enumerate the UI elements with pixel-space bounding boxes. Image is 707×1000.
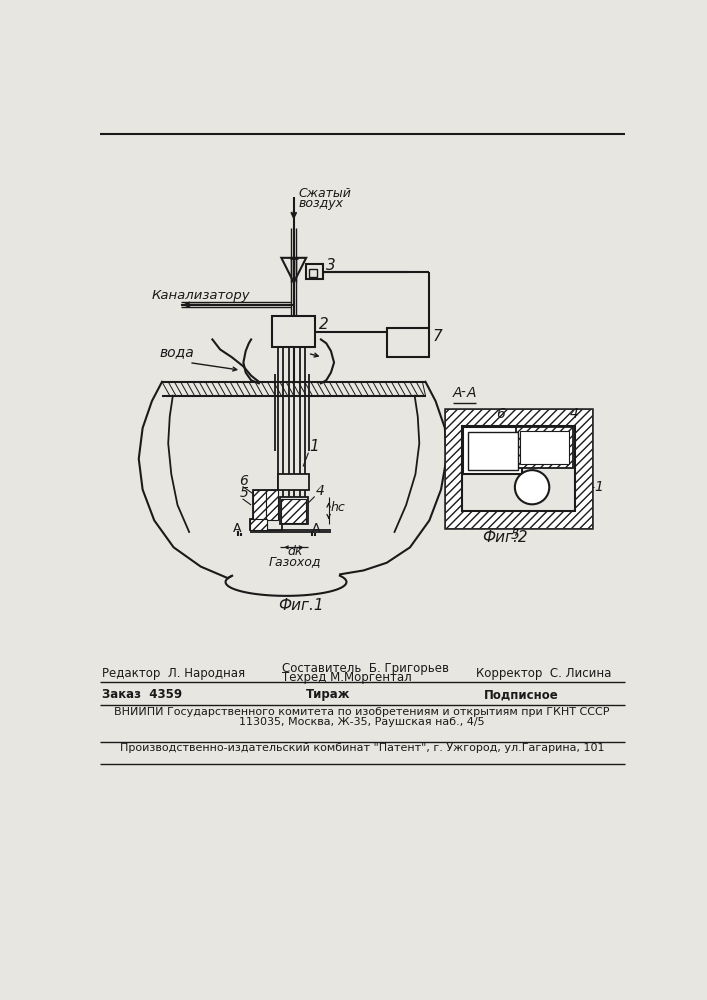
Bar: [250, 519, 267, 530]
Bar: [281, 499, 306, 523]
Text: 1: 1: [309, 439, 319, 454]
Bar: [279, 474, 309, 490]
Text: Тираж: Тираж: [305, 688, 350, 701]
Text: Фиг.2: Фиг.2: [481, 530, 527, 545]
Text: 113035, Москва, Ж-35, Раушская наб., 4/5: 113035, Москва, Ж-35, Раушская наб., 4/5: [239, 717, 485, 727]
Bar: [468, 432, 518, 470]
Text: 3: 3: [325, 258, 335, 273]
Text: A: A: [233, 522, 242, 535]
Text: Составитель  Б. Григорьев: Составитель Б. Григорьев: [282, 662, 449, 675]
Text: 4: 4: [315, 484, 325, 498]
Text: A: A: [467, 386, 476, 400]
Text: 5: 5: [240, 486, 248, 500]
Bar: [253, 490, 266, 520]
Text: -: -: [460, 386, 465, 400]
Text: 5: 5: [511, 528, 520, 542]
Text: 1: 1: [595, 480, 603, 494]
Bar: [266, 490, 279, 520]
Bar: [462, 426, 575, 511]
Bar: [306, 264, 323, 279]
Text: Сжатый: Сжатый: [298, 187, 351, 200]
Bar: [462, 426, 575, 511]
Bar: [309, 269, 317, 277]
Bar: [445, 409, 592, 528]
Text: A: A: [452, 386, 462, 400]
Bar: [387, 328, 429, 357]
Bar: [520, 431, 569, 464]
Text: Корректор  С. Лисина: Корректор С. Лисина: [476, 667, 612, 680]
Text: 7: 7: [433, 329, 442, 344]
Text: A: A: [312, 522, 321, 535]
Bar: [464, 427, 522, 474]
Circle shape: [515, 470, 549, 504]
Text: Фиг.1: Фиг.1: [279, 598, 324, 613]
Bar: [464, 427, 522, 474]
Text: 2: 2: [319, 317, 328, 332]
Text: Производственно-издательский комбинат "Патент", г. Ужгород, ул.Гагарина, 101: Производственно-издательский комбинат "П…: [119, 743, 604, 753]
Text: Редактор  Л. Народная: Редактор Л. Народная: [103, 667, 245, 680]
Text: Газоход: Газоход: [269, 555, 322, 568]
Text: Техред М.Моргентал: Техред М.Моргентал: [282, 671, 412, 684]
Text: dк: dк: [288, 545, 303, 558]
Text: Заказ  4359: Заказ 4359: [103, 688, 182, 701]
Text: ВНИИПИ Государственного комитета по изобретениям и открытиям при ГКНТ СССР: ВНИИПИ Государственного комитета по изоб…: [115, 707, 609, 717]
Bar: [272, 316, 315, 347]
Text: воздух: воздух: [298, 197, 344, 210]
Text: 6: 6: [240, 474, 248, 488]
Bar: [250, 519, 282, 530]
Bar: [445, 409, 592, 528]
Text: 4: 4: [570, 407, 579, 421]
Text: Подписное: Подписное: [484, 688, 559, 701]
Bar: [516, 427, 573, 468]
Text: 6: 6: [496, 407, 506, 421]
Text: hc: hc: [331, 501, 346, 514]
Bar: [253, 490, 279, 520]
Text: вода: вода: [160, 345, 194, 359]
Bar: [280, 497, 308, 524]
Text: Канализатору: Канализатору: [152, 289, 250, 302]
